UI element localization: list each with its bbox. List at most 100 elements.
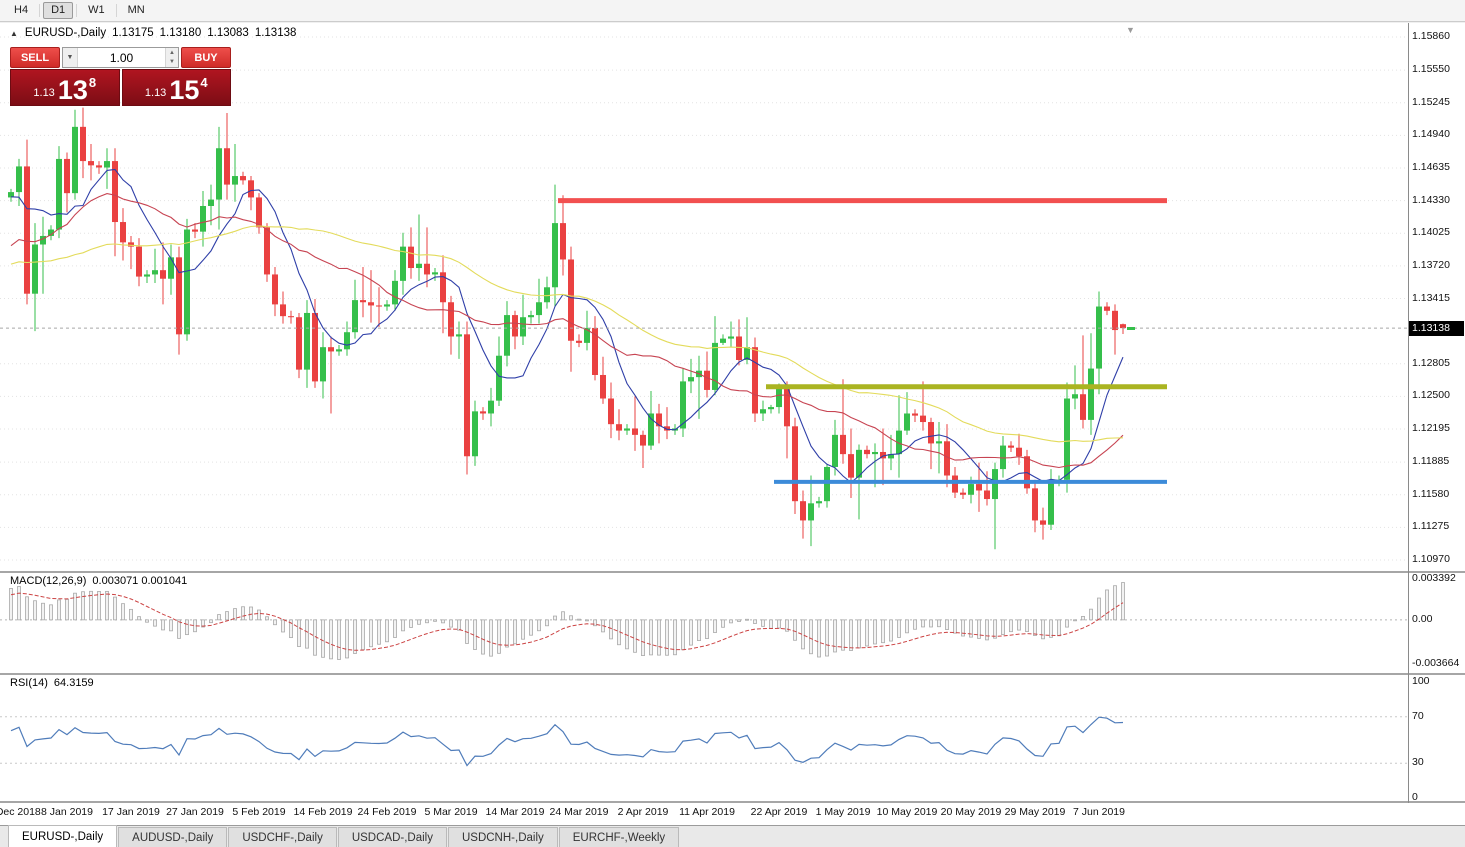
rsi-axis-label: 100 (1412, 675, 1430, 687)
candle (960, 492, 966, 495)
price-tick-label: 1.14635 (1412, 161, 1450, 174)
one-click-panel-toggle-icon[interactable]: ▲ (10, 28, 18, 38)
date-axis-label: 24 Feb 2019 (357, 806, 417, 818)
date-axis-label: 14 Feb 2019 (293, 806, 353, 818)
candle (656, 413, 662, 427)
price-tick-label: 1.15550 (1412, 63, 1450, 76)
candle (256, 197, 262, 228)
candle (600, 374, 606, 399)
candle (48, 229, 54, 236)
ask-price-pips: 15 (169, 75, 200, 105)
volume-spinner[interactable]: ▲ ▼ (165, 48, 178, 67)
candle (1016, 447, 1022, 457)
bid-price-display[interactable]: 1.13 13 8 (10, 69, 120, 106)
high-value: 1.13180 (159, 27, 202, 39)
volume-dropdown-icon[interactable]: ▼ (63, 48, 78, 67)
chart-tab-usdcnh[interactable]: USDCNH-,Daily (447, 827, 558, 847)
price-tick-label: 1.14330 (1412, 193, 1450, 206)
open-value: 1.13175 (112, 27, 154, 39)
chart-tab-eurusd[interactable]: EURUSD-,Daily (8, 825, 118, 847)
candle (720, 338, 726, 343)
candle (648, 413, 654, 446)
date-axis-label: 22 Apr 2019 (750, 806, 808, 818)
chart-tab-audusd[interactable]: AUDUSD-,Daily (118, 827, 228, 847)
date-axis-label: 8 Jan 2019 (41, 806, 93, 818)
price-tick-label: 1.14025 (1412, 226, 1450, 239)
candle (1000, 445, 1006, 470)
candle (792, 426, 798, 502)
candle (592, 327, 598, 375)
timeframe-button-w1[interactable]: W1 (88, 4, 105, 16)
rsi-canvas[interactable] (0, 675, 1408, 801)
buy-button[interactable]: BUY (181, 47, 231, 68)
chart-ohlc-header: ▲ EURUSD-,Daily 1.13175 1.13180 1.13083 … (10, 27, 296, 39)
macd-label-row: MACD(12,26,9) 0.003071 0.001041 (10, 575, 187, 587)
candle (344, 332, 350, 350)
candle (216, 148, 222, 200)
candle (408, 246, 414, 269)
candle (232, 176, 238, 185)
volume-down-icon[interactable]: ▼ (166, 57, 178, 67)
candle (240, 176, 246, 181)
candle (680, 381, 686, 429)
chart-tab-usdchf[interactable]: USDCHF-,Daily (228, 827, 337, 847)
candle (808, 503, 814, 521)
candle (88, 161, 94, 166)
one-click-trading-panel: SELL ▼ 1.00 ▲ ▼ BUY 1.13 13 8 1.13 15 4 (10, 47, 231, 106)
sell-button[interactable]: SELL (10, 47, 60, 68)
candle (864, 449, 870, 455)
candle (832, 434, 838, 467)
date-axis-label: 1 May 2019 (815, 806, 871, 818)
candle (272, 274, 278, 305)
candle (104, 161, 110, 168)
macd-values: 0.003071 0.001041 (92, 575, 188, 587)
candle (1040, 520, 1046, 525)
toolbar-separator (39, 4, 41, 17)
price-chart-canvas[interactable] (0, 23, 1408, 571)
low-value: 1.13083 (207, 27, 249, 39)
bid-price-prefix: 1.13 (33, 87, 55, 99)
candle (776, 387, 782, 408)
rsi-value: 64.3159 (53, 677, 94, 689)
candle (160, 270, 166, 279)
candle (400, 246, 406, 281)
candle (96, 165, 102, 168)
pane-divider[interactable] (0, 801, 1465, 803)
price-tick-label: 1.14940 (1412, 128, 1450, 141)
timeframe-button-d1[interactable]: D1 (43, 2, 74, 19)
rsi-axis-label: 30 (1412, 756, 1424, 769)
volume-up-icon[interactable]: ▲ (166, 48, 178, 58)
pane-divider[interactable] (0, 571, 1465, 573)
candle (440, 272, 446, 303)
candle (480, 411, 486, 414)
candle (288, 316, 294, 318)
candle (512, 315, 518, 337)
candle (1008, 445, 1014, 448)
candle (1064, 398, 1070, 480)
volume-input[interactable]: 1.00 (109, 50, 134, 65)
price-tick-label: 1.12195 (1412, 421, 1450, 434)
date-axis-label: 5 Mar 2019 (424, 806, 478, 818)
volume-control: ▼ 1.00 ▲ ▼ (62, 47, 179, 68)
chart-tab-eurchf[interactable]: EURCHF-,Weekly (558, 827, 680, 847)
chart-tab-usdcad[interactable]: USDCAD-,Daily (337, 827, 447, 847)
date-axis-label: 2 Apr 2019 (617, 806, 669, 818)
ask-price-display[interactable]: 1.13 15 4 (121, 69, 231, 106)
candle (136, 246, 142, 277)
timeframe-button-mn[interactable]: MN (127, 4, 145, 16)
pane-divider[interactable] (0, 673, 1465, 675)
candle (688, 377, 694, 382)
candle (128, 242, 134, 247)
date-axis-label: 20 May 2019 (940, 806, 1002, 818)
macd-canvas[interactable] (0, 573, 1408, 673)
ask-price-prefix: 1.13 (144, 87, 167, 99)
candle (120, 222, 126, 243)
candle (840, 434, 846, 455)
symbol-period-label: EURUSD-,Daily (24, 27, 107, 39)
price-tick-label: 1.11275 (1412, 520, 1450, 533)
candle (184, 229, 190, 335)
candle (32, 244, 38, 294)
candle (376, 305, 382, 307)
timeframe-button-h4[interactable]: H4 (14, 4, 29, 16)
candle (624, 428, 630, 431)
